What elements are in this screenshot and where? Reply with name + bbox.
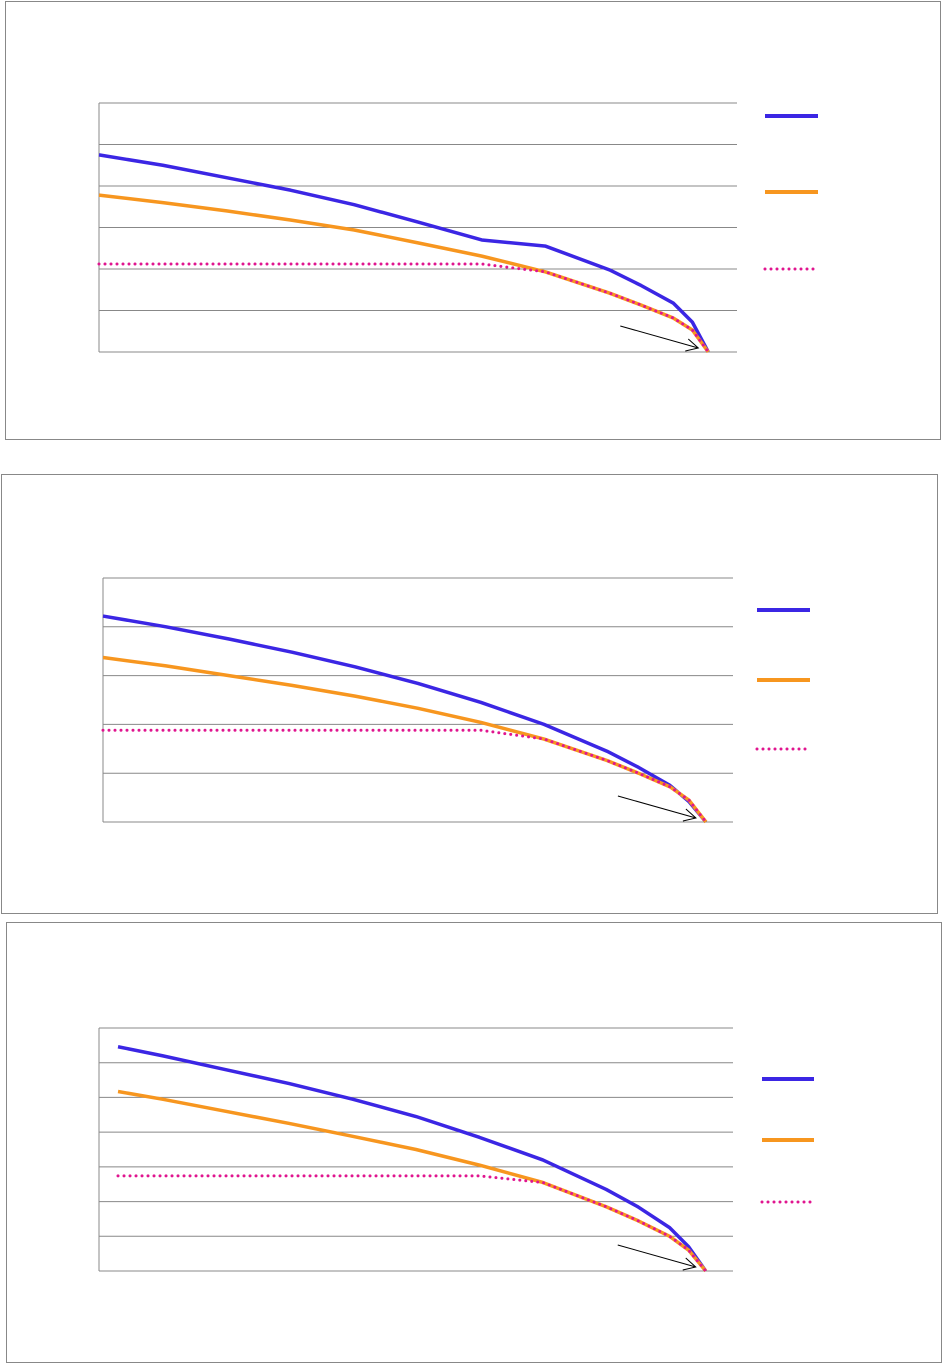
annotation-arrowhead bbox=[682, 1257, 697, 1271]
series-line bbox=[97, 262, 710, 354]
chart-frame bbox=[6, 922, 942, 1363]
annotation-arrowhead bbox=[685, 338, 700, 352]
series-line bbox=[117, 1045, 708, 1273]
annotation-arrow bbox=[617, 1244, 696, 1268]
chart-frame bbox=[1, 474, 938, 914]
series-line bbox=[116, 1174, 708, 1273]
series-line bbox=[98, 153, 710, 353]
annotation-arrow bbox=[620, 325, 699, 349]
series-line bbox=[101, 728, 708, 824]
annotation-arrow bbox=[617, 795, 697, 819]
chart-frame bbox=[5, 1, 941, 440]
annotation-arrowhead bbox=[682, 808, 697, 822]
